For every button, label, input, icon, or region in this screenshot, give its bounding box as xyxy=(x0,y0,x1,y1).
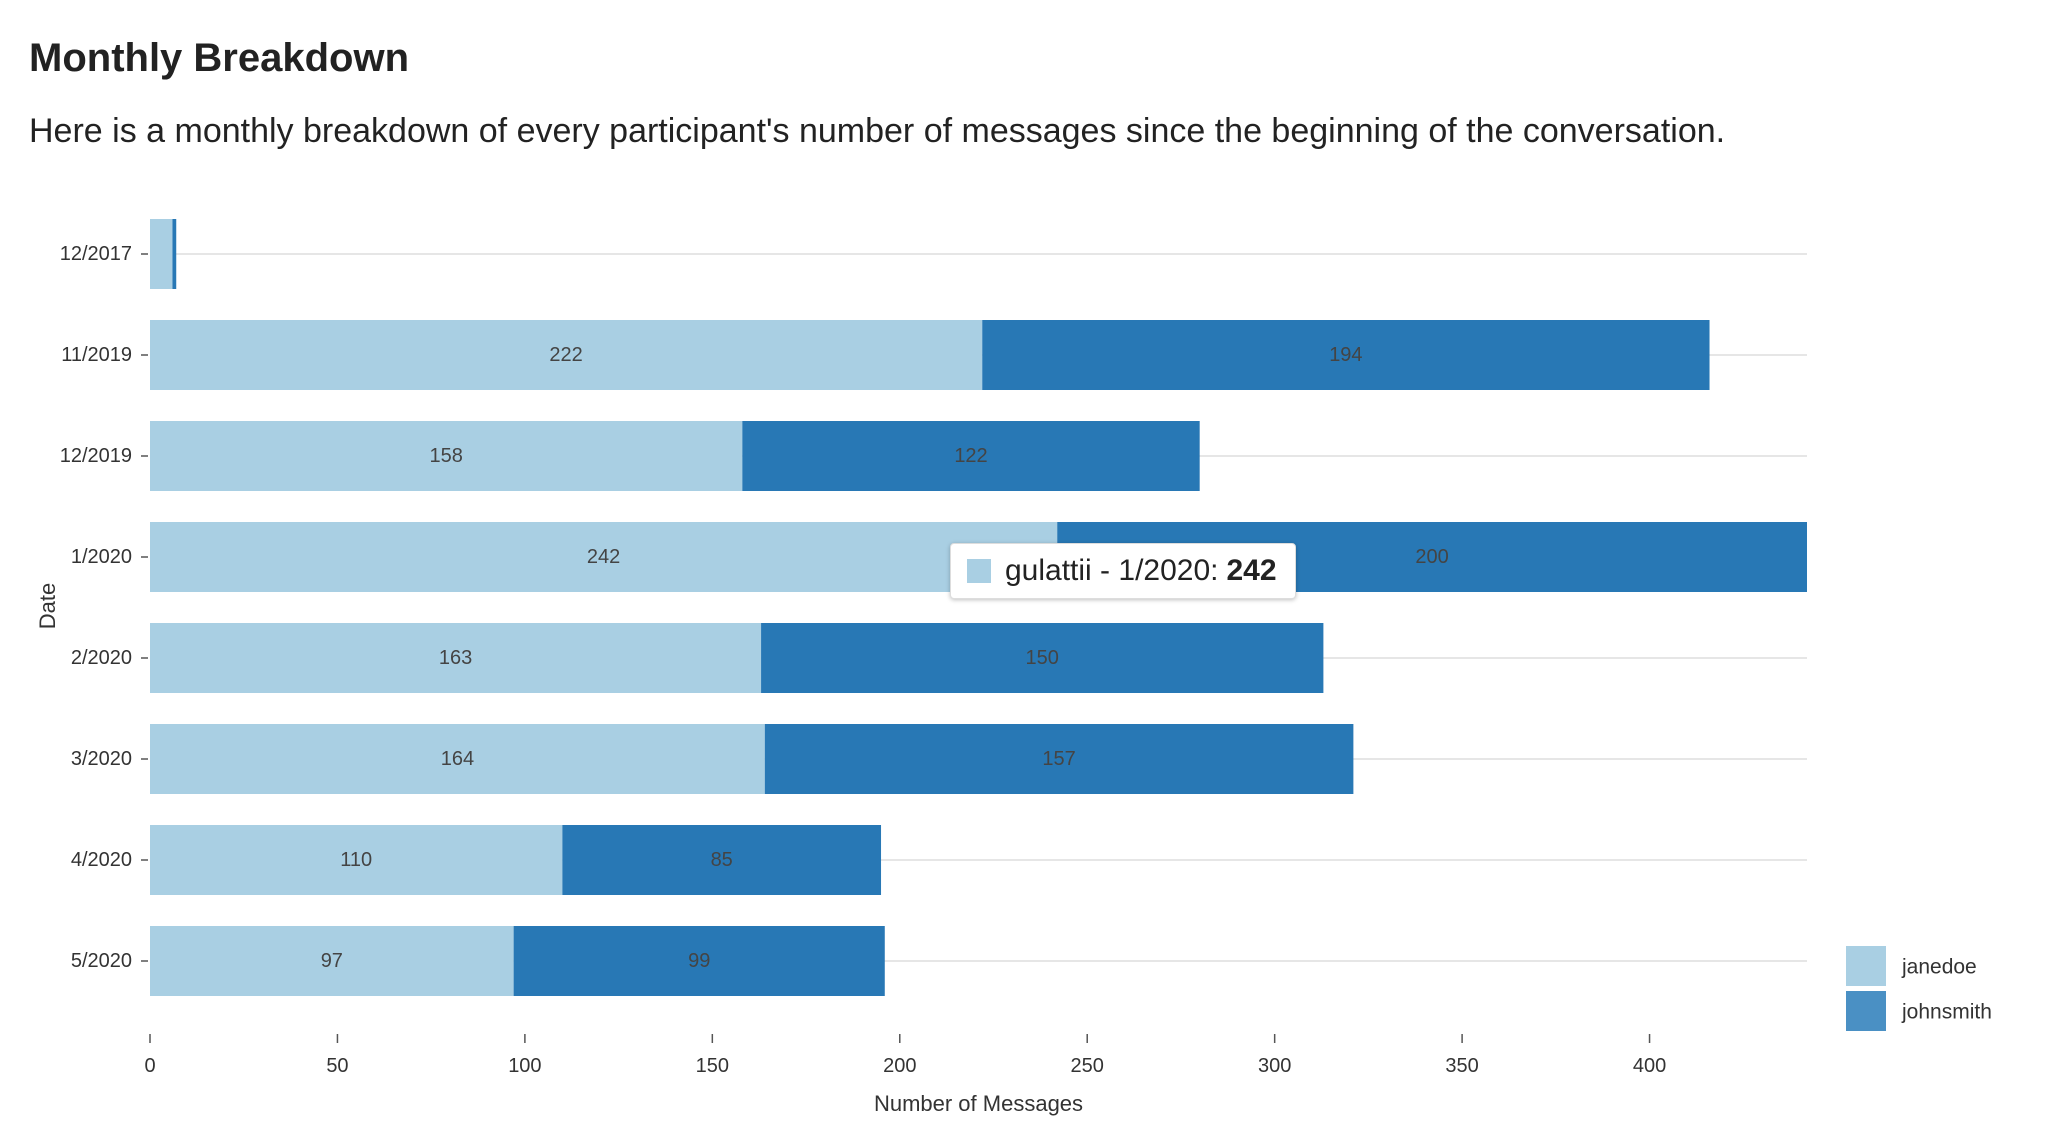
y-tick-label: 5/2020 xyxy=(71,950,132,972)
bar-value-label: 122 xyxy=(954,445,987,467)
bar-johnsmith[interactable] xyxy=(761,623,1324,693)
bar-value-label: 200 xyxy=(1415,546,1448,568)
tooltip-series: gulattii xyxy=(1005,554,1092,587)
tooltip-separator: - xyxy=(1091,554,1119,587)
chart-tooltip: gulattii - 1/2020 : 242 xyxy=(950,543,1296,599)
bar-value-label: 150 xyxy=(1026,647,1059,669)
x-tick-label: 150 xyxy=(696,1055,729,1077)
legend: janedoe johnsmith xyxy=(1846,946,1992,1031)
bar-value-label: 242 xyxy=(587,546,620,568)
legend-swatch-johnsmith[interactable] xyxy=(1846,991,1886,1031)
bar-janedoe[interactable] xyxy=(150,825,563,895)
x-tick-label: 350 xyxy=(1445,1055,1478,1077)
bar-johnsmith[interactable] xyxy=(982,320,1710,390)
bar-value-label: 97 xyxy=(321,950,343,972)
bar-johnsmith[interactable] xyxy=(742,421,1200,491)
y-tick-label: 12/2017 xyxy=(60,243,132,265)
bar-johnsmith[interactable] xyxy=(172,219,177,289)
legend-label-janedoe[interactable]: janedoe xyxy=(1901,956,1977,979)
x-axis-title: Number of Messages xyxy=(874,1091,1083,1116)
bar-janedoe[interactable] xyxy=(150,522,1058,592)
bar-value-label: 99 xyxy=(688,950,710,972)
y-tick-label: 11/2019 xyxy=(61,344,132,366)
page-title: Monthly Breakdown xyxy=(29,36,410,80)
x-tick-label: 250 xyxy=(1071,1055,1104,1077)
bar-janedoe[interactable] xyxy=(150,219,173,289)
bar-johnsmith[interactable] xyxy=(764,724,1354,794)
bar-value-label: 157 xyxy=(1042,748,1075,770)
bars: 222 194 158 122 242 200 163 150 164 157 110 85 97 99 xyxy=(150,219,1807,996)
tooltip-swatch xyxy=(967,559,991,583)
bar-janedoe[interactable] xyxy=(150,421,743,491)
bar-value-label: 194 xyxy=(1329,344,1362,366)
x-tick-label: 50 xyxy=(326,1055,348,1077)
bar-value-label: 163 xyxy=(439,647,472,669)
bar-janedoe[interactable] xyxy=(150,320,983,390)
x-tick-label: 400 xyxy=(1633,1055,1666,1077)
bar-janedoe[interactable] xyxy=(150,724,765,794)
bar-value-label: 85 xyxy=(711,849,733,871)
x-tick-label: 0 xyxy=(144,1055,155,1077)
bar-value-label: 164 xyxy=(441,748,474,770)
legend-label-johnsmith[interactable]: johnsmith xyxy=(1901,1001,1992,1024)
bar-janedoe[interactable] xyxy=(150,623,762,693)
page-subtitle: Here is a monthly breakdown of every par… xyxy=(29,112,1726,150)
x-tick-label: 100 xyxy=(508,1055,541,1077)
bar-johnsmith[interactable] xyxy=(513,926,885,996)
bar-value-label: 222 xyxy=(549,344,582,366)
legend-swatch-janedoe[interactable] xyxy=(1846,946,1886,986)
x-tick-label: 200 xyxy=(883,1055,916,1077)
y-tick-label: 3/2020 xyxy=(71,748,132,770)
x-tick-label: 300 xyxy=(1258,1055,1291,1077)
bar-janedoe[interactable] xyxy=(150,926,514,996)
tooltip-category: 1/2020 xyxy=(1118,554,1211,587)
y-tick-label: 12/2019 xyxy=(60,445,132,467)
tooltip-colon: : xyxy=(1210,554,1219,587)
y-tick-label: 2/2020 xyxy=(71,647,132,669)
y-tick-label: 4/2020 xyxy=(71,849,132,871)
bar-johnsmith[interactable] xyxy=(562,825,882,895)
axes: 12/2017 11/2019 12/2019 1/2020 2/2020 3/2020 4… xyxy=(35,243,1666,1116)
bar-value-label: 110 xyxy=(340,849,372,871)
y-tick-label: 1/2020 xyxy=(71,546,132,568)
tooltip-value: 242 xyxy=(1226,554,1277,587)
bar-value-label: 158 xyxy=(429,445,462,467)
y-axis-title: Date xyxy=(35,583,60,629)
